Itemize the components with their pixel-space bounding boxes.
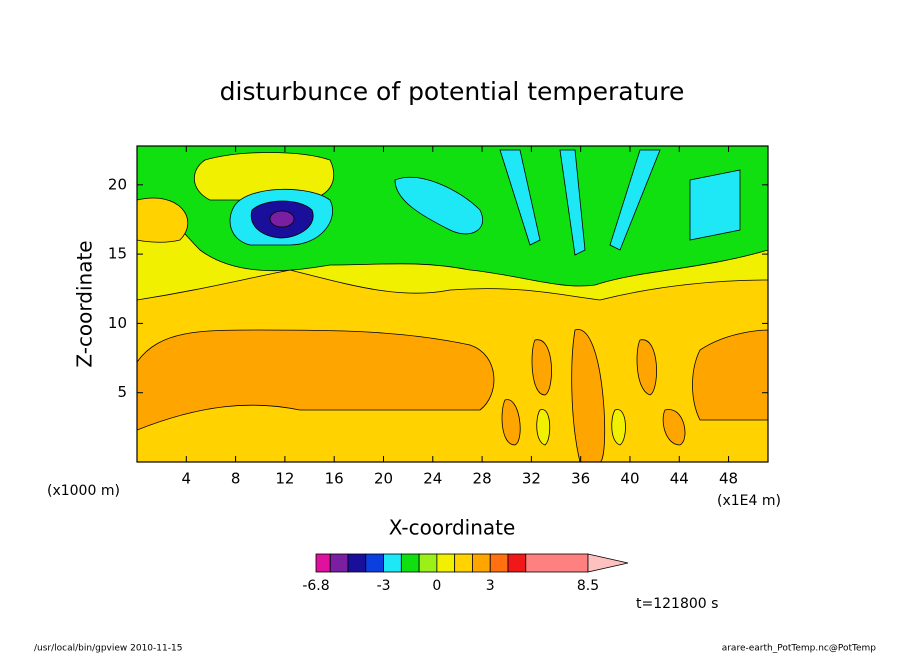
colorbar-box xyxy=(383,553,402,573)
colorbar-box xyxy=(365,553,384,573)
x-unit-label: (x1000 m) xyxy=(47,483,120,499)
colorbar-tick-label: 8.5 xyxy=(577,578,599,594)
colorbar-tick-label: -6.8 xyxy=(302,578,329,594)
colorbar-box xyxy=(525,553,589,573)
contour-fill xyxy=(137,197,189,243)
colorbar-box xyxy=(507,553,527,573)
x-tick-label: 28 xyxy=(473,470,492,488)
y-axis-title: Z-coordinate xyxy=(73,240,97,367)
contour-fill xyxy=(137,329,495,431)
colorbar-tick-label: 0 xyxy=(432,578,441,594)
colorbar-box xyxy=(329,553,349,573)
colorbar-tick-label: -3 xyxy=(377,578,391,594)
x-tick-label: 20 xyxy=(374,470,393,488)
y-tick-label: 20 xyxy=(108,175,127,193)
colorbar-box xyxy=(400,553,420,573)
y-tick-label: 15 xyxy=(108,245,127,263)
x-tick-label: 16 xyxy=(325,470,344,488)
x-tick-label: 12 xyxy=(275,470,294,488)
footer-left: /usr/local/bin/gpview 2010-11-15 xyxy=(34,644,182,654)
colorbar-box xyxy=(454,553,473,573)
colorbar-box xyxy=(418,553,438,573)
y-tick-label: 10 xyxy=(108,314,127,332)
contour-fill xyxy=(499,149,741,256)
colorbar-box xyxy=(436,553,456,573)
x-tick-label: 40 xyxy=(620,470,639,488)
contour-fill xyxy=(692,329,768,421)
colorbar-extend xyxy=(587,553,629,573)
contour-fill xyxy=(536,409,626,446)
y-tick-label: 5 xyxy=(117,383,127,401)
colorbar: -6.8 -3 0 3 8.5 xyxy=(302,553,629,594)
contour-fill xyxy=(394,176,483,235)
contour-field xyxy=(137,146,768,462)
x-tick-label: 32 xyxy=(522,470,541,488)
footer-right: arare-earth_PotTemp.nc@PotTemp xyxy=(722,644,877,654)
plot-frame xyxy=(136,145,769,463)
colorbar-box xyxy=(315,553,331,573)
x-tick-label: 36 xyxy=(571,470,590,488)
time-label: t=121800 s xyxy=(636,596,718,612)
x-tick-label: 48 xyxy=(719,470,738,488)
x-axis-title: X-coordinate xyxy=(389,516,516,540)
colorbar-box xyxy=(489,553,509,573)
x-unit-label: (x1E4 m) xyxy=(717,493,781,509)
x-tick-label: 8 xyxy=(231,470,241,488)
colorbar-box xyxy=(347,553,367,573)
chart-title: disturbunce of potential temperature xyxy=(220,77,685,106)
colorbar-box xyxy=(472,553,491,573)
x-tick-label: 4 xyxy=(182,470,192,488)
contour-fill xyxy=(269,210,295,228)
x-tick-label: 44 xyxy=(670,470,689,488)
x-tick-label: 24 xyxy=(423,470,442,488)
colorbar-tick-label: 3 xyxy=(486,578,495,594)
contour-fill xyxy=(193,152,335,201)
